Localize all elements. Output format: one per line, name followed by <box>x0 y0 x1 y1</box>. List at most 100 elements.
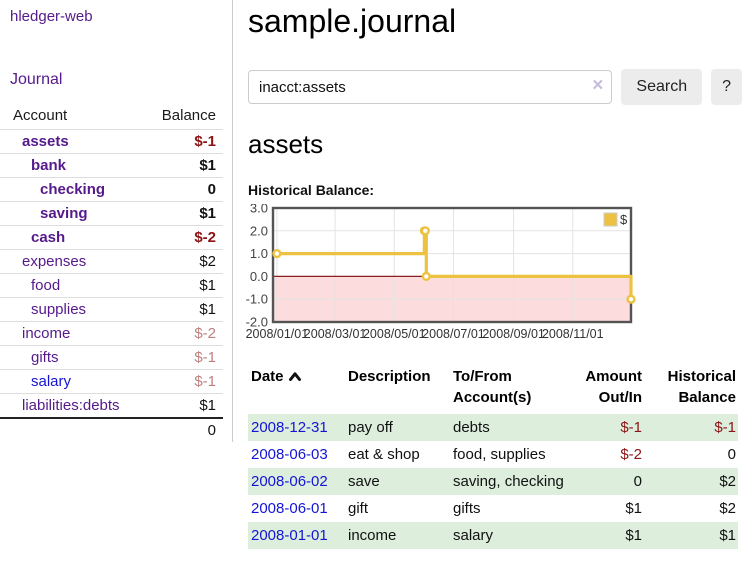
svg-text:2008/05/01: 2008/05/01 <box>363 327 426 341</box>
page-title: sample.journal <box>248 3 457 39</box>
transaction-description: save <box>348 473 380 490</box>
sidebar: hledger-web Journal Account Balance asse… <box>0 0 233 442</box>
transaction-amount: $1 <box>625 500 642 517</box>
svg-text:2008/07/01: 2008/07/01 <box>422 327 485 341</box>
account-row: bank $1 <box>0 153 223 178</box>
svg-text:2008/03/01: 2008/03/01 <box>304 327 367 341</box>
transaction-description: pay off <box>348 419 393 436</box>
chart-label: Historical Balance: <box>248 182 375 198</box>
transaction-date-link[interactable]: 2008-12-31 <box>251 419 328 436</box>
sidebar-account-link-salary[interactable]: salary <box>31 373 72 390</box>
sidebar-account-link-cash[interactable]: cash <box>31 229 66 246</box>
transaction-balance: $2 <box>719 473 736 490</box>
account-row: checking 0 <box>0 177 223 202</box>
date-column-header[interactable]: Date <box>248 364 345 414</box>
account-balance: $-1 <box>147 369 223 394</box>
account-balance: $1 <box>147 201 223 226</box>
account-balance: $-1 <box>147 129 223 154</box>
app-title-link[interactable]: hledger-web <box>10 8 93 25</box>
sidebar-account-link-checking[interactable]: checking <box>40 181 106 198</box>
account-balance: $1 <box>147 393 223 418</box>
account-balance: $1 <box>147 153 223 178</box>
transaction-balance: 0 <box>727 446 736 463</box>
account-row: assets $-1 <box>0 129 223 154</box>
balance-chart: $3.0 2.0 1.0 0.0 -1.0 -2.0 2008/01/01 2008/03/0… <box>243 204 742 342</box>
account-row: expenses $2 <box>0 249 223 274</box>
sidebar-account-link-income[interactable]: income <box>22 325 71 342</box>
account-title: assets <box>248 129 324 159</box>
account-balance: $2 <box>147 249 223 274</box>
sidebar-account-link-supplies[interactable]: supplies <box>31 301 87 318</box>
svg-text:-2.0: -2.0 <box>246 315 268 330</box>
account-balance: $-2 <box>147 225 223 250</box>
transaction-amount: $-2 <box>620 446 642 463</box>
total-row: 0 <box>0 417 223 442</box>
main-content: sample.journal × Search ? assets Histori… <box>233 0 742 549</box>
page: hledger-web Journal Account Balance asse… <box>0 0 742 549</box>
account-row: income $-2 <box>0 321 223 346</box>
transaction-balance: $2 <box>719 500 736 517</box>
amount-column-header: Amount Out/In <box>585 368 642 406</box>
svg-text:2008/01/01: 2008/01/01 <box>246 327 309 341</box>
register-table: Date Description To/From Account(s) Amou… <box>248 364 738 549</box>
transaction-row: 2008-06-03 eat & shop food, supplies $-2 0 <box>248 441 738 468</box>
sidebar-account-link-saving[interactable]: saving <box>40 205 88 222</box>
sidebar-account-link-gifts[interactable]: gifts <box>31 349 59 366</box>
transaction-row: 2008-06-01 gift gifts $1 $2 <box>248 495 738 522</box>
transaction-amount: $-1 <box>620 419 642 436</box>
transaction-date-link[interactable]: 2008-06-02 <box>251 473 328 490</box>
account-balance: $-1 <box>147 345 223 370</box>
account-row: saving $1 <box>0 201 223 226</box>
svg-text:2008/09/01: 2008/09/01 <box>482 327 545 341</box>
transaction-accounts: food, supplies <box>453 446 546 463</box>
account-row: food $1 <box>0 273 223 298</box>
total-balance: 0 <box>147 417 223 442</box>
search-button[interactable]: Search <box>621 69 703 105</box>
svg-text:-1.0: -1.0 <box>246 292 268 307</box>
account-row: liabilities:debts $1 <box>0 393 223 418</box>
account-row: salary $-1 <box>0 369 223 394</box>
account-row: cash $-2 <box>0 225 223 250</box>
transaction-balance: $1 <box>719 527 736 544</box>
transaction-accounts: gifts <box>453 500 481 517</box>
description-column-header: Description <box>348 368 431 385</box>
balance-column-header: Balance <box>161 107 216 124</box>
transaction-date-link[interactable]: 2008-01-01 <box>251 527 328 544</box>
account-column-header: Account <box>13 107 68 124</box>
sidebar-account-link-liabilities-debts[interactable]: liabilities:debts <box>22 397 120 414</box>
clear-search-icon[interactable]: × <box>592 75 604 96</box>
account-row: gifts $-1 <box>0 345 223 370</box>
transaction-accounts: debts <box>453 419 490 436</box>
sidebar-account-link-expenses[interactable]: expenses <box>22 253 87 270</box>
transaction-row: 2008-12-31 pay off debts $-1 $-1 <box>248 414 738 441</box>
transaction-description: income <box>348 527 397 544</box>
transaction-date-link[interactable]: 2008-06-01 <box>251 500 328 517</box>
sidebar-item-journal[interactable]: Journal <box>10 71 63 88</box>
account-balance: $-2 <box>147 321 223 346</box>
transaction-amount: $1 <box>625 527 642 544</box>
account-row: supplies $1 <box>0 297 223 322</box>
sidebar-account-link-food[interactable]: food <box>31 277 61 294</box>
transaction-description: gift <box>348 500 369 517</box>
search-row: × Search ? <box>248 69 742 105</box>
transaction-accounts: saving, checking <box>453 473 564 490</box>
transaction-balance: $-1 <box>714 419 736 436</box>
accounts-column-header: To/From Account(s) <box>453 368 532 406</box>
search-input[interactable] <box>248 70 613 104</box>
sidebar-account-link-bank[interactable]: bank <box>31 157 67 174</box>
transaction-date-link[interactable]: 2008-06-03 <box>251 446 328 463</box>
account-balance: $1 <box>147 297 223 322</box>
transaction-row: 2008-06-02 save saving, checking 0 $2 <box>248 468 738 495</box>
sidebar-account-link-assets[interactable]: assets <box>22 133 69 150</box>
transaction-amount: 0 <box>633 473 642 490</box>
search-box: × <box>248 70 613 104</box>
account-tree-table: Account Balance assets $-1 bank $1 checking 0… <box>0 105 223 442</box>
account-balance: $1 <box>147 273 223 298</box>
balance-column-header-main: Historical Balance <box>667 368 736 406</box>
svg-text:3.0: 3.0 <box>250 204 268 216</box>
transaction-accounts: salary <box>453 527 494 544</box>
svg-text:$: $ <box>620 212 628 227</box>
help-button[interactable]: ? <box>711 69 742 105</box>
transaction-row: 2008-01-01 income salary $1 $1 <box>248 522 738 549</box>
transaction-description: eat & shop <box>348 446 420 463</box>
